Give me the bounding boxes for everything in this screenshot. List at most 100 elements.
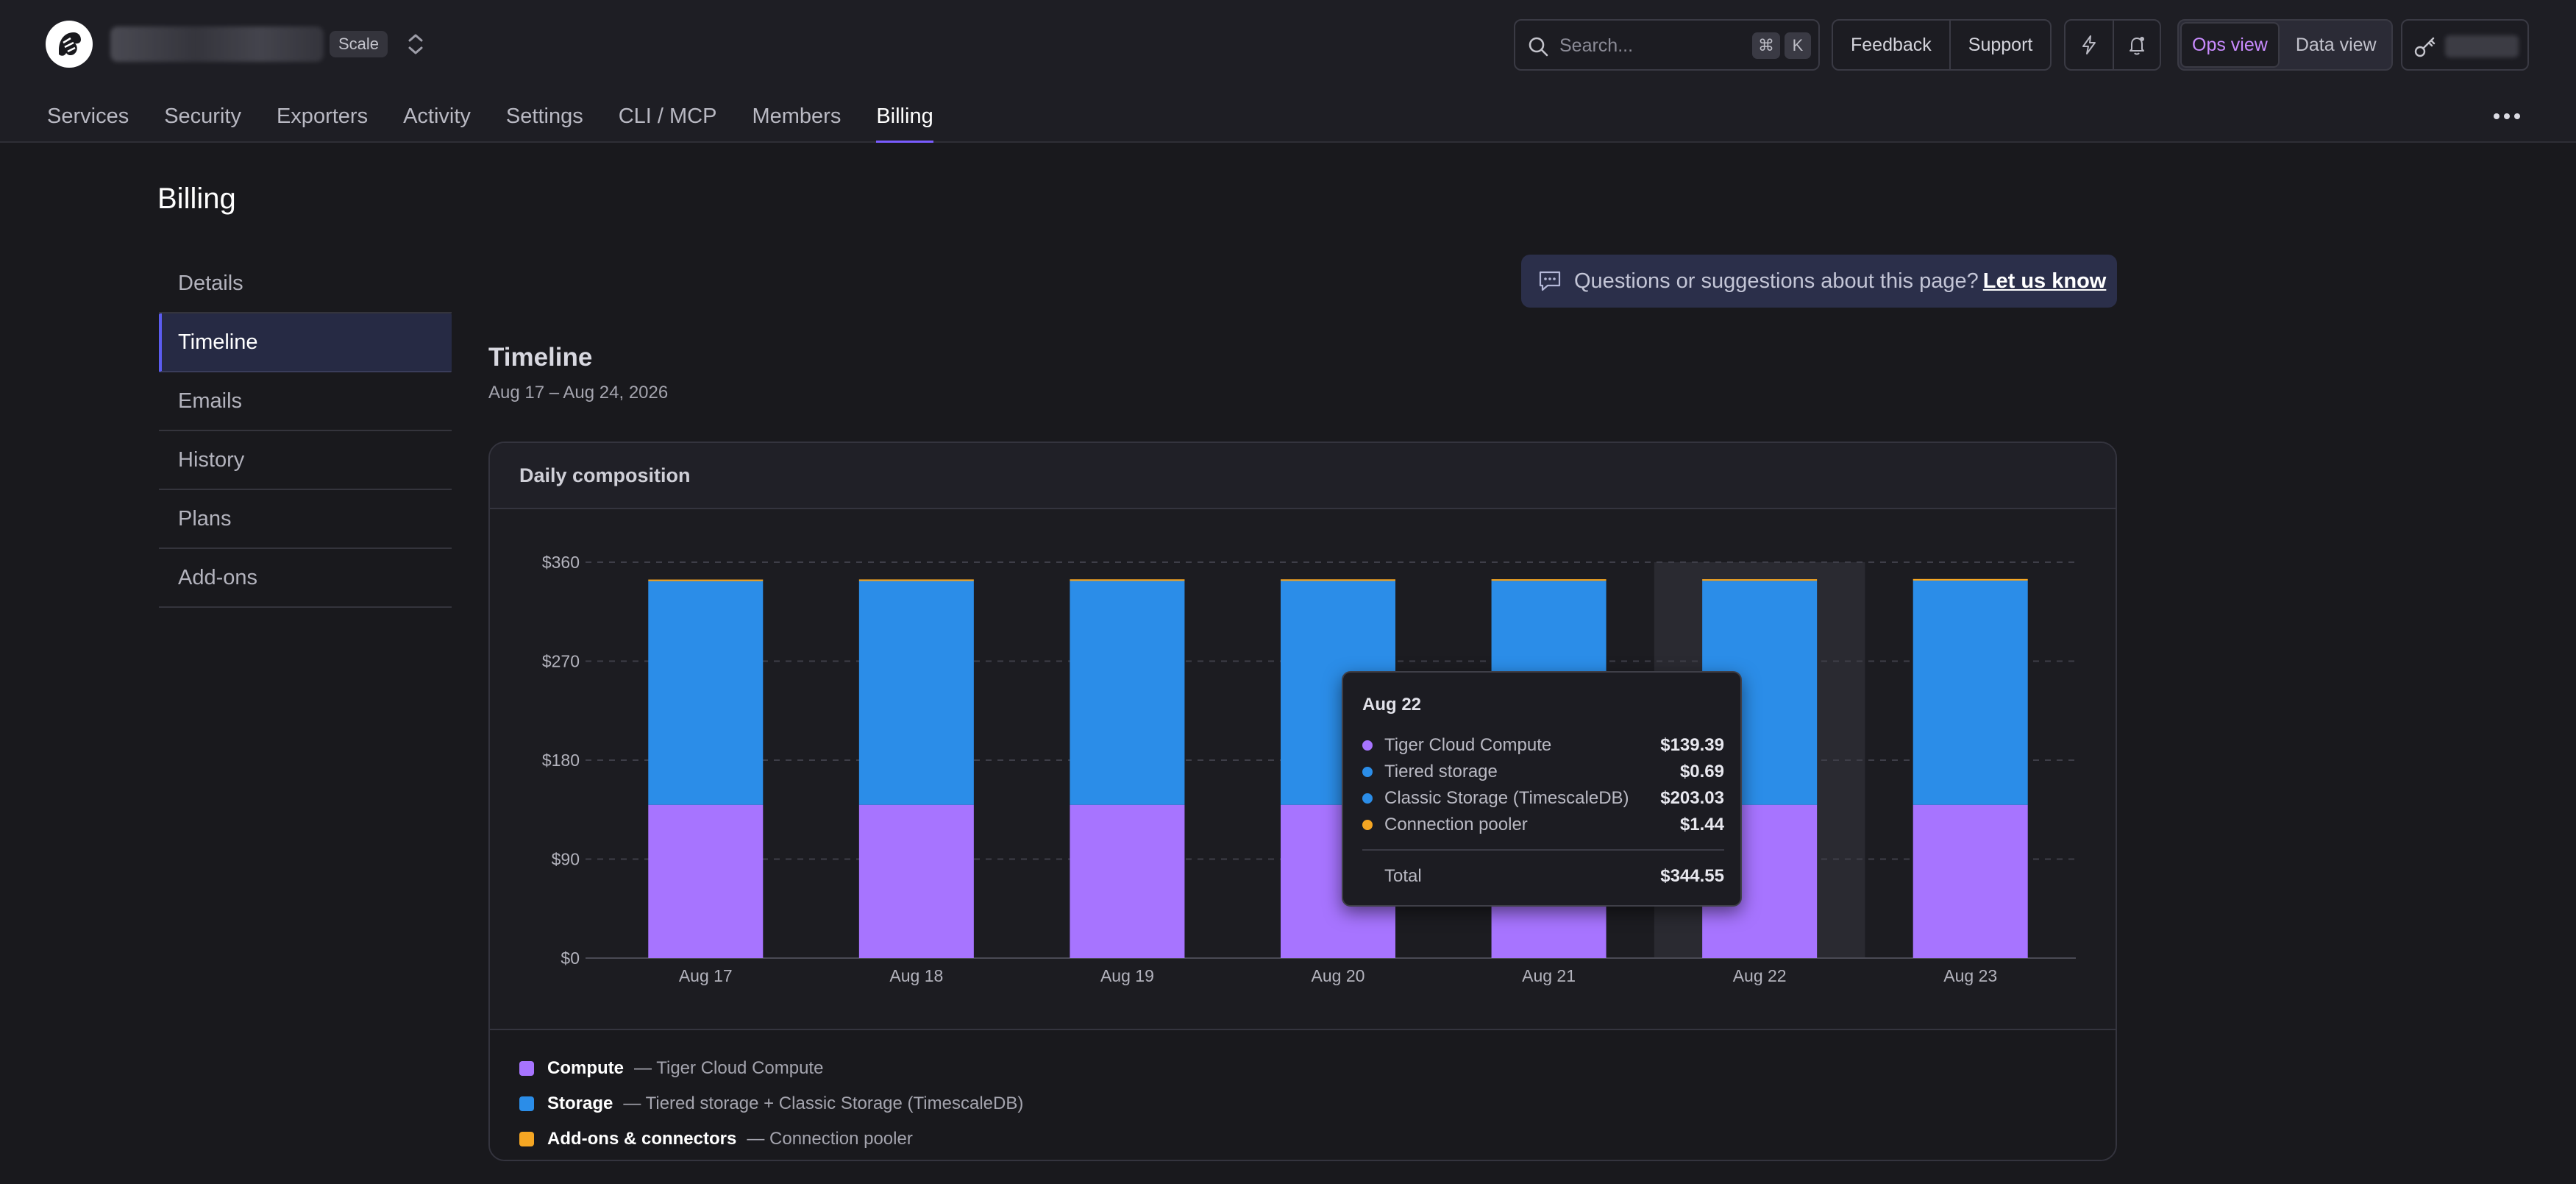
tab-settings[interactable]: Settings	[505, 104, 583, 128]
bell-icon	[2130, 37, 2144, 55]
billing-sidebar: Details Timeline Emails History Plans Ad…	[159, 255, 452, 608]
icon-button-group	[2064, 19, 2161, 71]
page-title: Billing	[157, 182, 236, 215]
bar-add-ons-connectors	[1702, 579, 1818, 581]
legend-label: Storage	[547, 1093, 613, 1113]
legend-swatch-compute	[519, 1061, 534, 1076]
key-icon	[2414, 37, 2436, 57]
sidebar-item-emails[interactable]: Emails	[159, 372, 452, 431]
sidebar-item-timeline[interactable]: Timeline	[159, 313, 452, 372]
card-title: Daily composition	[490, 443, 2116, 509]
x-tick-label: Aug 20	[1312, 966, 1365, 985]
sidebar-item-details[interactable]: Details	[159, 255, 452, 313]
tooltip-dot	[1362, 820, 1373, 830]
tooltip-total-label: Total	[1384, 866, 1422, 886]
tooltip-total-value: $344.55	[1660, 866, 1724, 886]
bar-compute	[1913, 804, 2028, 958]
lightning-button[interactable]	[2066, 21, 2113, 69]
tab-members[interactable]: Members	[752, 104, 842, 128]
project-name-redacted[interactable]	[110, 26, 324, 62]
tab-activity[interactable]: Activity	[403, 104, 471, 128]
tooltip-row-compute: Tiger Cloud Compute $139.39	[1362, 733, 1724, 758]
bar-storage	[1070, 581, 1185, 805]
tooltip-row-value: $0.69	[1679, 762, 1724, 781]
chevron-updown-icon[interactable]	[403, 29, 428, 59]
chart-legend: Compute — Tiger Cloud Compute Storage — …	[490, 1029, 2116, 1160]
search-placeholder: Search...	[1559, 35, 1634, 56]
feedback-question: Questions or suggestions about this page…	[1574, 269, 1979, 293]
tooltip-row-value: $203.03	[1660, 788, 1724, 808]
y-tick-label: $90	[552, 850, 580, 869]
bar-add-ons-connectors	[1070, 579, 1185, 581]
y-tick-label: $270	[542, 652, 580, 671]
legend-swatch-storage	[519, 1096, 534, 1111]
sidebar-item-history[interactable]: History	[159, 431, 452, 490]
legend-swatch-addons	[519, 1132, 534, 1146]
x-tick-label: Aug 19	[1100, 966, 1154, 985]
top-bar: Scale Search... ⌘ K Feedback Support Ops…	[0, 0, 2576, 143]
legend-item-storage: Storage — Tiered storage + Classic Stora…	[519, 1086, 2116, 1121]
view-toggle: Ops view Data view	[2177, 19, 2393, 71]
legend-label: Add-ons & connectors	[547, 1129, 737, 1149]
x-tick-label: Aug 17	[679, 966, 733, 985]
tooltip-row-connection-pooler: Connection pooler $1.44	[1362, 812, 1724, 837]
y-tick-label: $0	[561, 949, 580, 968]
bar-add-ons-connectors	[1491, 579, 1607, 581]
tooltip-row-tiered-storage: Tiered storage $0.69	[1362, 759, 1724, 784]
bar-add-ons-connectors	[648, 579, 764, 581]
let-us-know-link[interactable]: Let us know	[1982, 269, 2107, 293]
legend-description: — Tiger Cloud Compute	[634, 1058, 824, 1078]
more-options-icon[interactable]	[2494, 107, 2520, 125]
feedback-button[interactable]: Feedback	[1851, 35, 1932, 55]
tab-exporters[interactable]: Exporters	[276, 104, 369, 128]
tab-services[interactable]: Services	[47, 104, 129, 128]
support-button[interactable]: Support	[1949, 21, 2051, 69]
tooltip-row-label: Classic Storage (TimescaleDB)	[1384, 788, 1629, 808]
lightning-icon	[2082, 35, 2096, 54]
x-tick-label: Aug 21	[1522, 966, 1576, 985]
feedback-banner: Questions or suggestions about this page…	[1521, 255, 2117, 308]
bar-add-ons-connectors	[1281, 579, 1395, 581]
tab-billing[interactable]: Billing	[876, 100, 934, 143]
chart-tooltip: Aug 22 Tiger Cloud Compute $139.39 Tiere…	[1342, 671, 1742, 907]
data-view-button[interactable]: Data view	[2295, 35, 2377, 55]
y-tick-label: $360	[542, 553, 580, 572]
user-menu-button[interactable]	[2401, 19, 2529, 71]
tooltip-row-classic-storage: Classic Storage (TimescaleDB) $203.03	[1362, 786, 1724, 811]
bar-storage	[858, 581, 974, 805]
date-range: Aug 17 – Aug 24, 2026	[488, 383, 669, 403]
legend-label: Compute	[547, 1058, 624, 1078]
bar-compute	[858, 804, 974, 958]
x-tick-label: Aug 22	[1733, 966, 1787, 985]
chart-area: $0 $90 $180 $270 $360 Aug 17 Aug 18 Aug 19 Aug 2…	[490, 509, 2116, 1029]
bar-add-ons-connectors	[1913, 578, 2028, 581]
x-tick-label: Aug 18	[889, 966, 943, 985]
search-input[interactable]: Search... ⌘ K	[1514, 19, 1820, 71]
tooltip-title: Aug 22	[1362, 695, 1422, 715]
section-title: Timeline	[488, 343, 593, 372]
bar-compute	[648, 804, 764, 958]
tooltip-dot	[1362, 767, 1373, 777]
bar-add-ons-connectors	[858, 579, 974, 581]
bar-compute	[1070, 804, 1185, 958]
tooltip-dot	[1362, 740, 1373, 751]
daily-composition-card: Daily composition $0 $90 $180 $270 $360 Aug 1…	[488, 442, 2117, 1161]
chat-bubble-icon	[1539, 271, 1561, 291]
tooltip-row-label: Tiger Cloud Compute	[1384, 735, 1552, 755]
tab-security[interactable]: Security	[164, 104, 241, 128]
notifications-button[interactable]	[2113, 21, 2160, 69]
sidebar-item-add-ons[interactable]: Add-ons	[159, 549, 452, 608]
plan-badge: Scale	[330, 31, 388, 57]
tooltip-dot	[1362, 793, 1373, 804]
x-tick-label: Aug 23	[1943, 966, 1997, 985]
tab-cli-mcp[interactable]: CLI / MCP	[618, 104, 717, 128]
tooltip-row-total: Total $344.55	[1362, 864, 1724, 889]
sidebar-item-plans[interactable]: Plans	[159, 490, 452, 549]
tiger-logo-icon[interactable]	[46, 21, 93, 68]
tooltip-row-label: Tiered storage	[1384, 762, 1498, 781]
feedback-text: Questions or suggestions about this page…	[1574, 269, 2106, 294]
search-icon	[1529, 37, 1548, 57]
main-nav: Services Security Exporters Activity Set…	[47, 100, 934, 143]
tooltip-row-label: Connection pooler	[1384, 815, 1528, 834]
ops-view-button[interactable]: Ops view	[2180, 22, 2280, 68]
